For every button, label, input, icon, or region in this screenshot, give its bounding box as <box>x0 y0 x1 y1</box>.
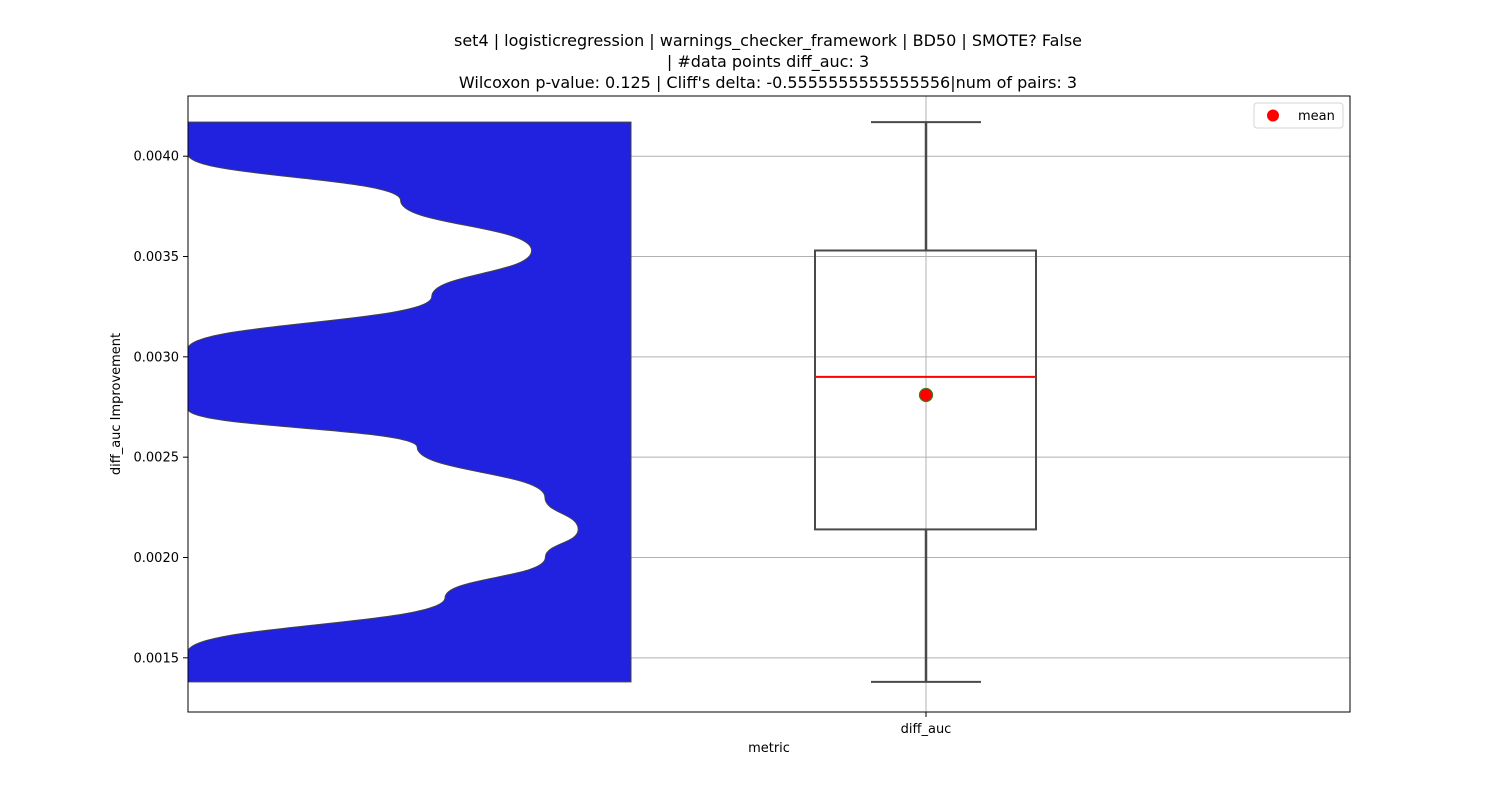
y-tick-label: 0.0030 <box>134 350 180 365</box>
x-axis-label: metric <box>748 741 790 756</box>
y-tick-label: 0.0020 <box>134 551 180 566</box>
title-line-3: Wilcoxon p-value: 0.125 | Cliff's delta:… <box>458 73 1078 92</box>
title-line-1: set4 | logisticregression | warnings_che… <box>453 31 1082 50</box>
y-tick-label: 0.0040 <box>134 150 180 165</box>
y-tick-label: 0.0025 <box>134 451 180 466</box>
title-line-2: | #data points diff_auc: 3 <box>666 52 870 71</box>
density-layer <box>187 121 632 683</box>
y-tick-label: 0.0035 <box>134 250 180 265</box>
box-layer <box>814 121 1037 683</box>
x-tick-label: diff_auc <box>901 722 952 737</box>
chart-title: set4 | logisticregression | warnings_che… <box>0 30 1500 93</box>
plot-frame <box>187 95 1351 713</box>
legend-frame <box>1253 102 1344 129</box>
legend-mean-label: mean <box>1298 109 1335 124</box>
iqr-box <box>814 249 1037 531</box>
density-gap-lobe <box>187 408 579 652</box>
mean-marker <box>918 387 934 403</box>
y-axis-label: diff_auc Improvement <box>109 333 124 475</box>
tick-layer: 0.0015 0.0020 0.0025 0.0030 0.0035 0.0040 diff… <box>134 150 952 737</box>
legend: mean <box>1253 102 1344 129</box>
legend-mean-marker <box>1267 109 1279 122</box>
y-tick-label: 0.0015 <box>134 651 180 666</box>
density-gap-lobe <box>187 154 533 349</box>
